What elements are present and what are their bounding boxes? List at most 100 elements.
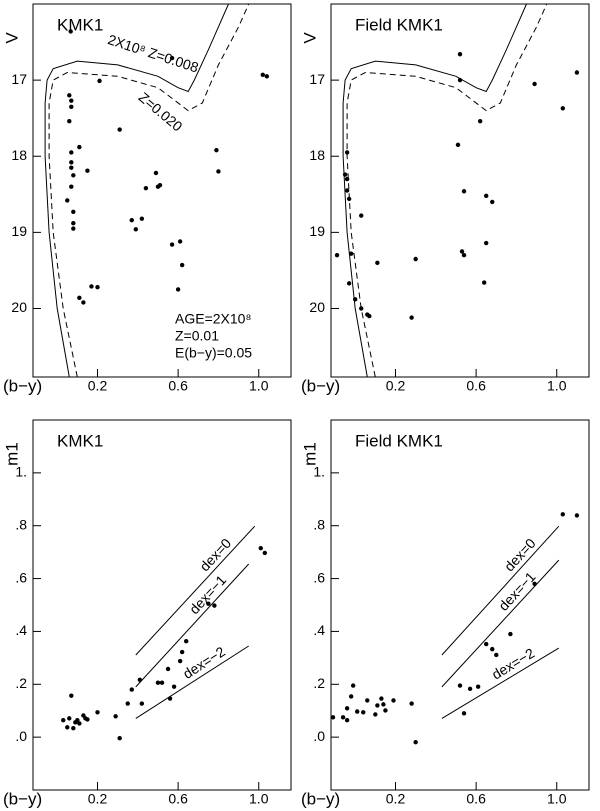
x-tick-label: 0.6	[466, 378, 486, 394]
point	[117, 736, 122, 741]
annotation: E(b−y)=0.05	[175, 345, 252, 361]
point	[375, 703, 380, 708]
plot-frame	[330, 419, 590, 791]
point	[206, 601, 211, 606]
annotation: Z=0.01	[175, 328, 219, 344]
point	[179, 262, 185, 268]
point	[342, 172, 348, 177]
panel-title: Field KMK1	[355, 431, 443, 450]
point	[375, 260, 380, 266]
y-axis-label: m1	[2, 442, 21, 466]
x-tick-label: 0.2	[88, 378, 108, 394]
point	[413, 739, 418, 745]
model-line	[441, 647, 560, 719]
y-axis-label: m1	[300, 442, 319, 466]
line-label: dex=−2	[180, 643, 228, 682]
point	[177, 239, 183, 244]
model-line	[135, 563, 250, 688]
y-tick-label: 20	[309, 299, 325, 315]
point	[212, 603, 217, 608]
point	[81, 300, 86, 305]
point	[77, 295, 82, 301]
x-tick-label: 1.0	[547, 378, 567, 394]
point	[67, 716, 72, 721]
point	[457, 52, 463, 57]
panel-title: KMK1	[57, 431, 103, 450]
point	[409, 701, 414, 706]
point	[183, 639, 189, 644]
point	[89, 284, 94, 289]
point	[359, 213, 364, 218]
point	[373, 712, 378, 717]
point	[179, 649, 185, 655]
point	[461, 711, 467, 716]
point	[71, 725, 76, 731]
point	[381, 702, 386, 707]
y-tick-label: .4	[15, 622, 27, 638]
y-tick-label: 17	[309, 71, 325, 87]
point	[574, 513, 580, 518]
point	[262, 550, 267, 556]
model-line	[135, 645, 249, 719]
point	[340, 715, 346, 720]
x-tick-label: 0.6	[168, 378, 188, 394]
plot-frame	[330, 3, 590, 378]
point	[461, 253, 467, 258]
point	[490, 199, 495, 205]
x-tick-label: 1.0	[547, 791, 567, 807]
point	[508, 631, 513, 637]
point	[344, 150, 350, 155]
y-tick-label: .0	[313, 728, 325, 744]
point	[391, 698, 396, 703]
point	[117, 127, 122, 132]
point	[61, 718, 66, 723]
x-axis-label: (b−y)	[3, 789, 42, 808]
point	[169, 242, 175, 247]
point	[560, 106, 565, 111]
y-axis-label: V	[2, 32, 21, 44]
y-tick-label: .8	[15, 516, 27, 532]
line-label: dex=−1	[186, 572, 230, 617]
plot-frame	[32, 3, 292, 378]
point	[484, 193, 489, 199]
point	[85, 168, 90, 173]
point	[143, 186, 149, 191]
point	[167, 696, 173, 701]
point	[344, 706, 350, 711]
x-tick-label: 1.0	[249, 791, 269, 807]
point	[77, 144, 82, 150]
point	[413, 256, 418, 262]
model-line	[441, 559, 560, 688]
line-label: dex=−2	[489, 645, 537, 683]
point	[125, 701, 130, 706]
point	[346, 281, 352, 286]
point	[344, 718, 350, 723]
point	[260, 72, 265, 77]
point	[177, 658, 183, 664]
point	[69, 184, 74, 189]
point	[459, 249, 465, 254]
y-tick-label: 1.	[313, 464, 325, 480]
x-axis-label: (b−y)	[301, 376, 340, 395]
y-tick-label: 17	[11, 71, 27, 87]
y-tick-label: 1.	[15, 464, 27, 480]
point	[484, 641, 489, 647]
point	[484, 240, 489, 246]
y-tick-label: .4	[313, 622, 325, 638]
x-tick-label: 0.2	[386, 378, 406, 394]
y-tick-label: .8	[313, 516, 325, 532]
y-tick-label: 20	[11, 299, 27, 315]
panel-title: KMK1	[57, 15, 103, 34]
point	[139, 701, 145, 706]
y-tick-label: .0	[15, 728, 27, 744]
point	[65, 198, 70, 203]
point	[490, 646, 495, 652]
point	[350, 683, 356, 688]
point	[67, 93, 72, 98]
isochrone-label: Z=0.020	[136, 89, 186, 135]
model-line	[441, 525, 560, 656]
point	[69, 160, 74, 165]
y-tick-label: .6	[15, 569, 27, 585]
